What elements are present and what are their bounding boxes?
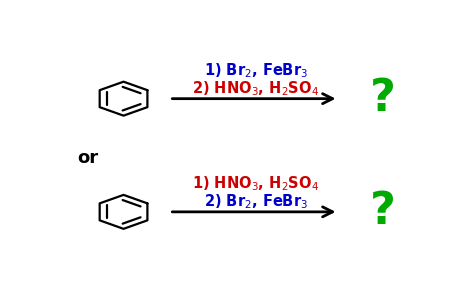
Text: 2) HNO$_3$, H$_2$SO$_4$: 2) HNO$_3$, H$_2$SO$_4$ — [192, 79, 319, 98]
Text: ?: ? — [370, 77, 395, 120]
Text: ?: ? — [370, 190, 395, 233]
Text: or: or — [78, 148, 99, 166]
Text: 2) Br$_2$, FeBr$_3$: 2) Br$_2$, FeBr$_3$ — [204, 192, 308, 211]
Text: 1) HNO$_3$, H$_2$SO$_4$: 1) HNO$_3$, H$_2$SO$_4$ — [192, 174, 319, 193]
Text: 1) Br$_2$, FeBr$_3$: 1) Br$_2$, FeBr$_3$ — [204, 61, 308, 80]
